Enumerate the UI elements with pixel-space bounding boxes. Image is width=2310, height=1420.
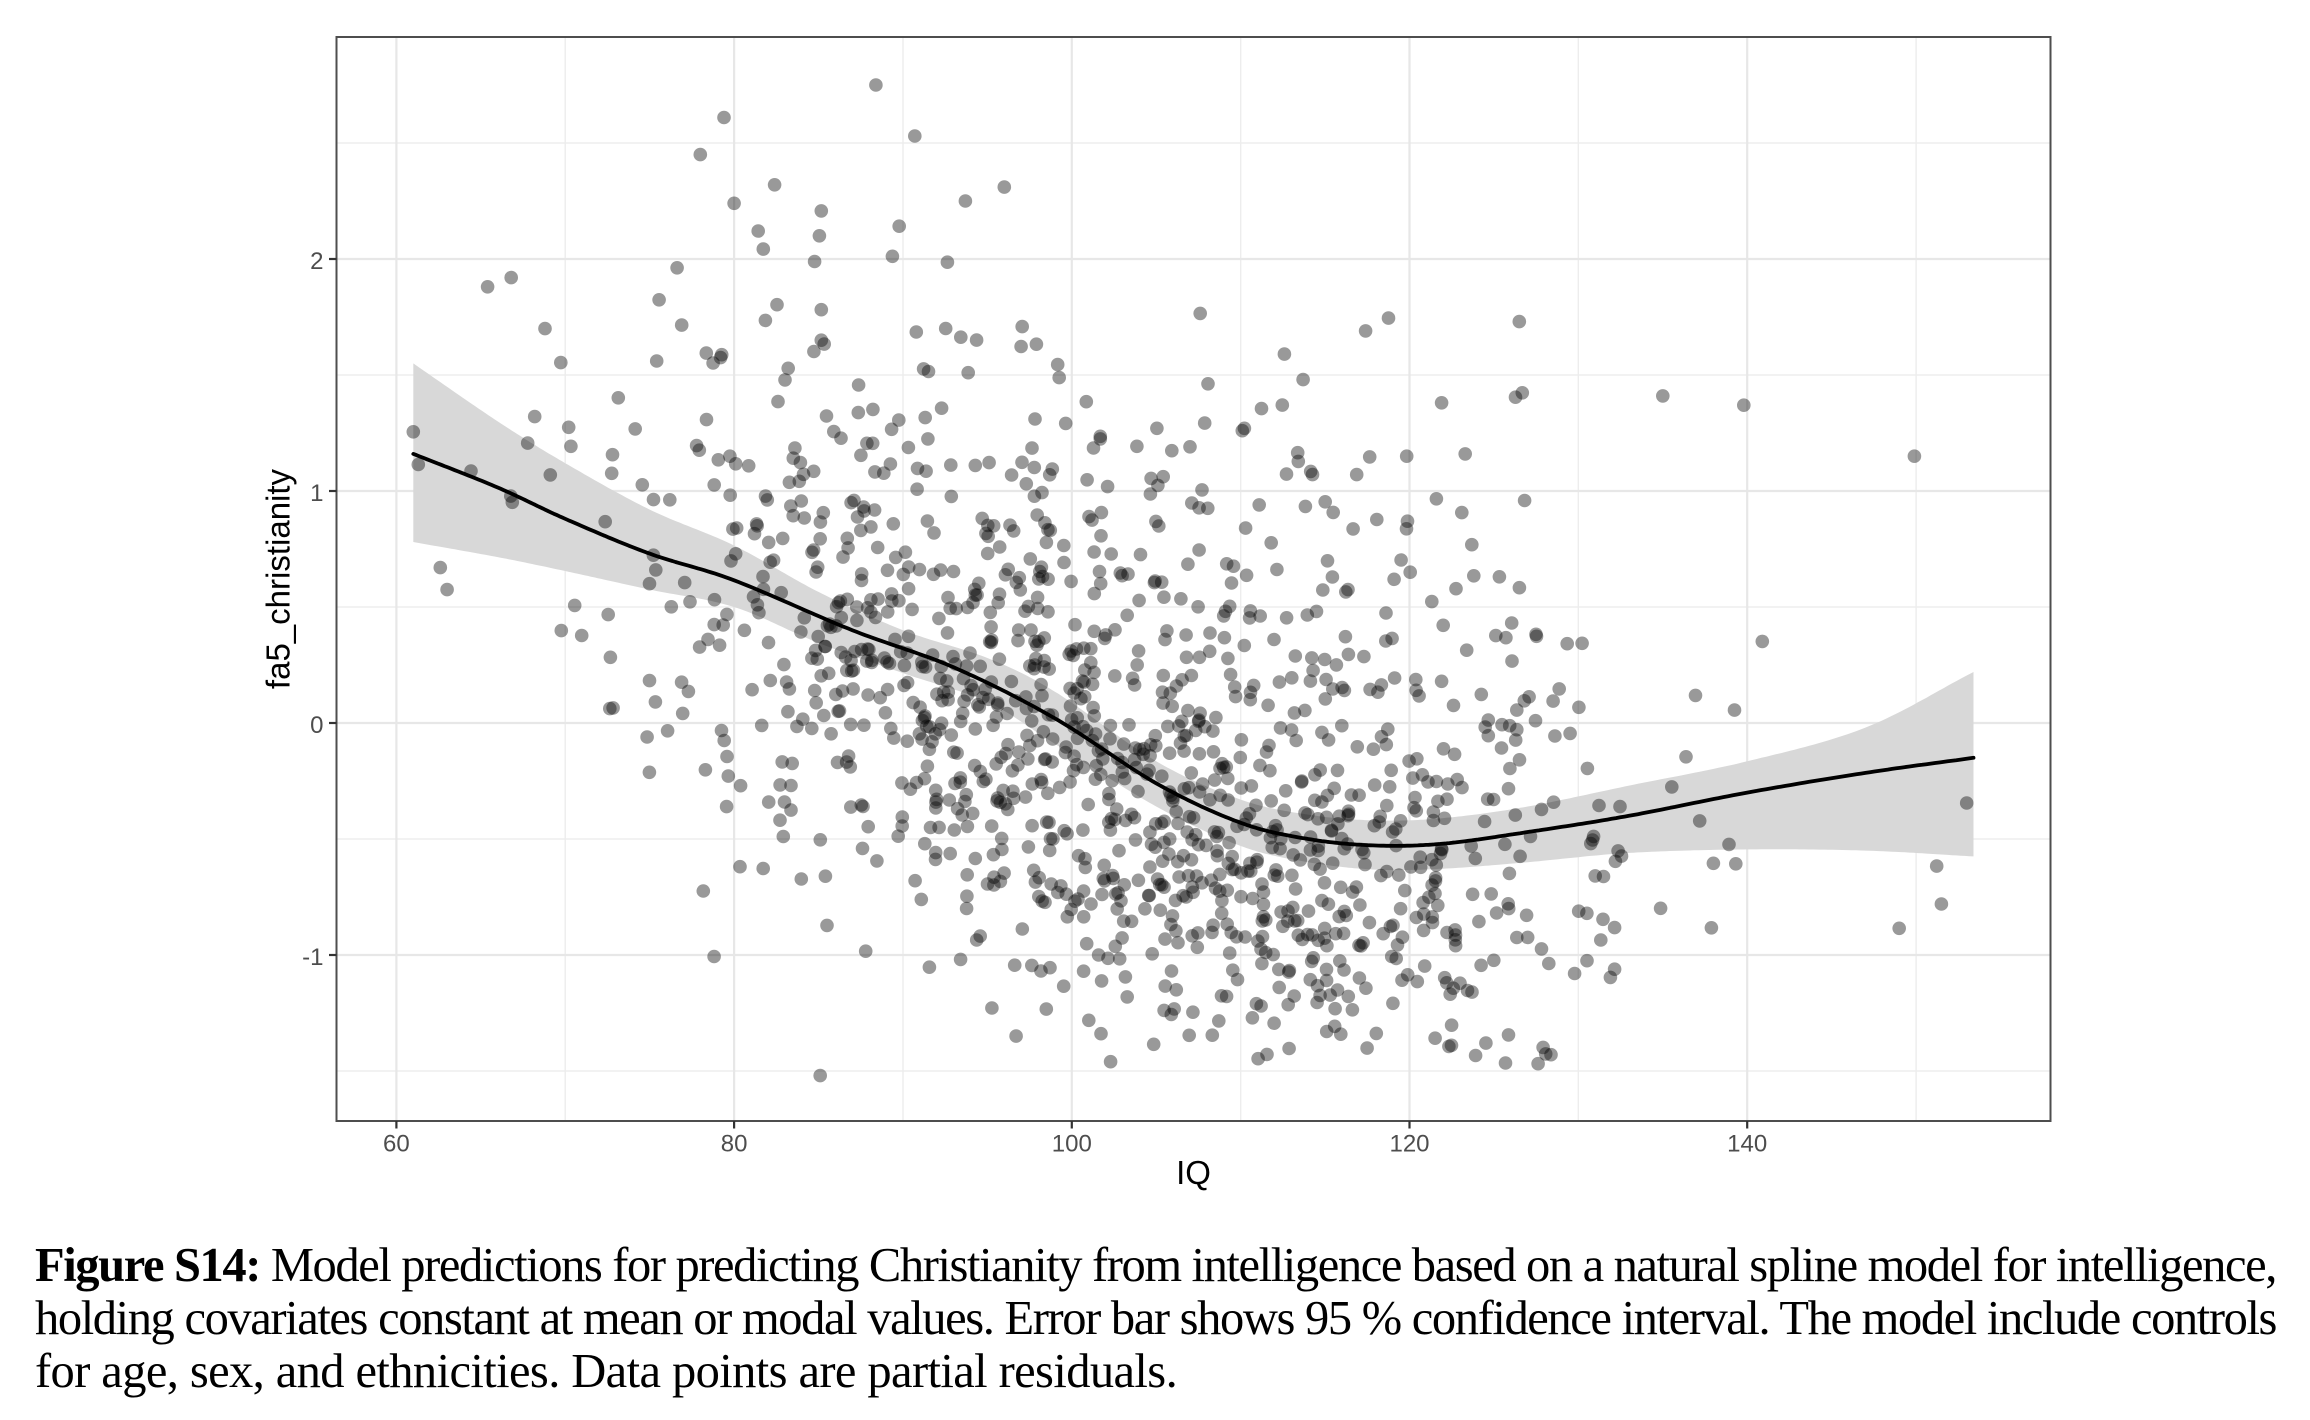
svg-text:100: 100 xyxy=(1052,1131,1092,1158)
svg-text:-1: -1 xyxy=(302,944,323,971)
svg-text:1: 1 xyxy=(310,480,323,507)
svg-text:0: 0 xyxy=(310,712,323,739)
svg-text:60: 60 xyxy=(383,1131,410,1158)
svg-text:120: 120 xyxy=(1389,1131,1429,1158)
svg-text:80: 80 xyxy=(721,1131,748,1158)
svg-text:IQ: IQ xyxy=(1176,1154,1211,1191)
svg-text:2: 2 xyxy=(310,248,323,275)
svg-text:fa5_christianity: fa5_christianity xyxy=(260,468,297,689)
svg-text:140: 140 xyxy=(1727,1131,1767,1158)
